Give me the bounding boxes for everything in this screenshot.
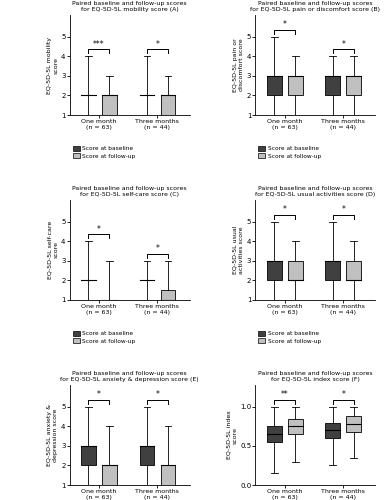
Bar bbox=[325, 76, 340, 96]
Bar bbox=[81, 446, 96, 466]
Bar bbox=[346, 261, 361, 280]
Title: Paired baseline and follow-up scores
for EQ-5D-5L usual activities score (D): Paired baseline and follow-up scores for… bbox=[255, 186, 375, 197]
Text: *: * bbox=[341, 205, 345, 214]
Legend: Score at baseline, Score at follow-up: Score at baseline, Score at follow-up bbox=[259, 331, 321, 344]
Bar bbox=[267, 426, 281, 442]
Text: *: * bbox=[156, 244, 159, 253]
Text: *: * bbox=[156, 40, 159, 48]
Y-axis label: EQ-5D-5L usual
activities score: EQ-5D-5L usual activities score bbox=[233, 226, 244, 274]
Text: *: * bbox=[283, 205, 287, 214]
Bar bbox=[267, 261, 281, 280]
Text: *: * bbox=[97, 390, 101, 399]
Text: *: * bbox=[97, 224, 101, 234]
Title: Paired baseline and follow-up scores
for EQ-5D-5L self-care score (C): Paired baseline and follow-up scores for… bbox=[72, 186, 187, 197]
Title: Paired baseline and follow-up scores
for EQ-5D-5L mobility score (A): Paired baseline and follow-up scores for… bbox=[72, 0, 187, 12]
Title: Paired baseline and follow-up scores
for EQ-5D-5L index score (F): Paired baseline and follow-up scores for… bbox=[258, 370, 373, 382]
Legend: Score at baseline, Score at follow-up: Score at baseline, Score at follow-up bbox=[73, 331, 135, 344]
Bar bbox=[140, 446, 154, 466]
Text: *: * bbox=[156, 390, 159, 399]
Bar bbox=[288, 418, 303, 434]
Title: Paired baseline and follow-up scores
for EQ-5D-5L anxiety & depression score (E): Paired baseline and follow-up scores for… bbox=[60, 370, 199, 382]
Legend: Score at baseline, Score at follow-up: Score at baseline, Score at follow-up bbox=[259, 146, 321, 158]
Text: *: * bbox=[283, 20, 287, 29]
Bar bbox=[288, 76, 303, 96]
Bar bbox=[161, 466, 175, 485]
Bar bbox=[102, 96, 117, 115]
Bar bbox=[288, 261, 303, 280]
Y-axis label: EQ-5D-5L index
score: EQ-5D-5L index score bbox=[226, 410, 237, 460]
Text: **: ** bbox=[281, 390, 289, 399]
Bar bbox=[267, 76, 281, 96]
Text: *: * bbox=[341, 40, 345, 48]
Bar bbox=[161, 290, 175, 300]
Y-axis label: EQ-5D-5L pain or
discomfort score: EQ-5D-5L pain or discomfort score bbox=[233, 38, 244, 92]
Title: Paired baseline and follow-up scores
for EQ-5D-5L pain or discomfort score (B): Paired baseline and follow-up scores for… bbox=[250, 0, 380, 12]
Bar bbox=[325, 422, 340, 438]
Bar bbox=[325, 261, 340, 280]
Bar bbox=[346, 76, 361, 96]
Legend: Score at baseline, Score at follow-up: Score at baseline, Score at follow-up bbox=[73, 146, 135, 158]
Y-axis label: EQ-5D-5L self-care
score: EQ-5D-5L self-care score bbox=[47, 221, 58, 279]
Text: *: * bbox=[341, 390, 345, 399]
Text: ***: *** bbox=[93, 40, 105, 48]
Bar bbox=[346, 416, 361, 432]
Y-axis label: EQ-5D-5L anxiety &
depression score: EQ-5D-5L anxiety & depression score bbox=[47, 404, 58, 466]
Bar bbox=[161, 96, 175, 115]
Y-axis label: EQ-5D-5L mobility
score: EQ-5D-5L mobility score bbox=[47, 36, 58, 94]
Bar bbox=[102, 466, 117, 485]
